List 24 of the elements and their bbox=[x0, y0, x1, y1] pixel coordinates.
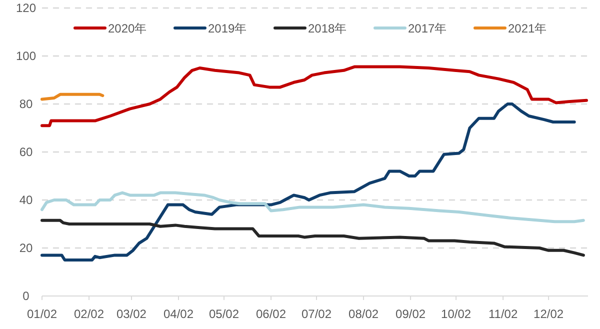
x-tick-label: 08/02 bbox=[348, 307, 379, 321]
legend-label: 2021年 bbox=[508, 22, 547, 36]
x-tick-label: 12/02 bbox=[534, 307, 564, 321]
x-tick-label: 11/02 bbox=[488, 307, 518, 321]
x-tick-label: 03/02 bbox=[116, 307, 147, 321]
x-tick-label: 05/02 bbox=[208, 307, 240, 321]
x-tick-label: 10/02 bbox=[441, 307, 472, 321]
x-tick-label: 01/02 bbox=[26, 307, 58, 321]
y-tick-label: 100 bbox=[16, 49, 36, 63]
legend-label: 2017年 bbox=[408, 22, 447, 36]
legend-label: 2019年 bbox=[208, 22, 247, 36]
y-tick-label: 0 bbox=[22, 289, 30, 303]
x-tick-label: 06/02 bbox=[256, 307, 286, 321]
y-tick-label: 60 bbox=[19, 145, 33, 159]
x-tick-label: 07/02 bbox=[302, 307, 332, 321]
x-tick-label: 04/02 bbox=[163, 307, 194, 321]
legend-label: 2020年 bbox=[108, 22, 147, 36]
y-tick-label: 80 bbox=[19, 97, 33, 111]
y-tick-label: 120 bbox=[16, 1, 36, 15]
y-tick-label: 40 bbox=[19, 193, 33, 207]
x-tick-label: 09/02 bbox=[396, 307, 426, 321]
y-tick-label: 20 bbox=[19, 241, 33, 255]
legend-label: 2018年 bbox=[308, 22, 347, 36]
x-tick-label: 02/02 bbox=[74, 307, 104, 321]
